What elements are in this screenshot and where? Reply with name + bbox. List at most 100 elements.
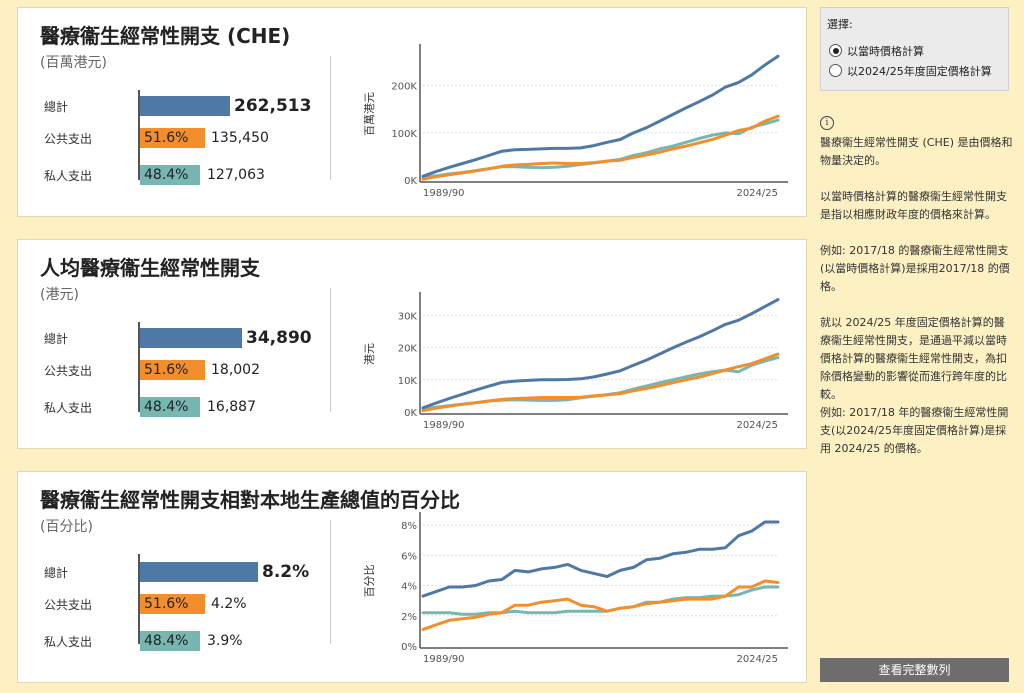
panel-title: 醫療衞生經常性開支 (CHE)	[40, 24, 291, 48]
series-line-total	[421, 54, 780, 178]
note-current-prices: 以當時價格計算的醫療衞生經常性開支是指以相應財政年度的價格來計算。	[820, 190, 1007, 221]
x-tick-label-last: 2024/25	[736, 420, 778, 431]
y-tick-label: 0K	[404, 408, 417, 419]
x-tick-label-first: 1989/90	[423, 420, 465, 431]
bar-label-private: 私人支出	[44, 401, 93, 415]
bar-total[interactable]	[140, 96, 230, 116]
series-line-public	[421, 579, 780, 631]
panel-unit: (百分比)	[40, 519, 93, 535]
bar-row-total[interactable]: 總計 34,890	[18, 326, 328, 350]
bar-value-public: 135,450	[211, 130, 269, 146]
y-tick-label: 10K	[398, 376, 418, 387]
radio-constant-prices[interactable]: 以2024/25年度固定價格計算	[829, 63, 1009, 79]
y-tick-label: 20K	[398, 344, 418, 355]
y-tick-label: 0%	[401, 642, 417, 653]
per-capita-line-chart[interactable]: 港元 0K 10K 20K 30K 1989/90 2024/25	[348, 292, 798, 436]
bar-row-private[interactable]: 私人支出 48.4% 16,887	[18, 395, 328, 419]
y-tick-label: 2%	[401, 612, 417, 623]
note-constant-example: 例如: 2017/18 年的醫療衞生經常性開支(以2024/25年度固定價格計算…	[820, 406, 1009, 455]
radio-label: 以2024/25年度固定價格計算	[847, 65, 992, 78]
bar-value-public: 18,002	[211, 362, 260, 378]
y-tick-label: 8%	[401, 521, 417, 532]
bar-public[interactable]	[140, 128, 205, 148]
bar-value-total: 8.2%	[262, 562, 310, 582]
x-tick-label-last: 2024/25	[736, 654, 778, 665]
panel-title: 人均醫療衞生經常性開支	[40, 256, 260, 280]
bar-axis	[138, 322, 140, 412]
bar-value-private: 16,887	[207, 399, 256, 415]
bar-row-public[interactable]: 公共支出 51.6% 18,002	[18, 358, 328, 382]
bar-public[interactable]	[140, 360, 205, 380]
divider	[330, 520, 331, 644]
bar-row-public[interactable]: 公共支出 51.6% 4.2%	[18, 592, 328, 616]
selector-title: 選擇:	[827, 18, 853, 31]
radio-unselected-icon[interactable]	[829, 64, 842, 77]
bar-private[interactable]	[140, 165, 200, 185]
series-line-private	[421, 118, 780, 179]
note-che-definition: 醫療衞生經常性開支 (CHE) 是由價格和物量決定的。	[820, 136, 1013, 167]
y-axis-label: 百萬港元	[363, 92, 376, 136]
bar-pct-public: 51.6%	[144, 362, 189, 378]
y-tick-label: 4%	[401, 582, 417, 593]
series-line-public	[421, 352, 780, 413]
info-icon: i	[820, 116, 834, 130]
radio-selected-icon[interactable]	[829, 44, 842, 57]
y-tick-label: 0K	[404, 176, 417, 187]
bar-value-total: 262,513	[234, 96, 312, 116]
y-tick-label: 6%	[401, 551, 417, 562]
bar-total[interactable]	[140, 328, 242, 348]
bar-pct-public: 51.6%	[144, 130, 189, 146]
bar-public[interactable]	[140, 594, 205, 614]
bar-row-public[interactable]: 公共支出 51.6% 135,450	[18, 126, 328, 150]
panel-unit: (百萬港元)	[40, 55, 107, 71]
panel-unit: (港元)	[40, 287, 79, 303]
price-basis-selector: 選擇: 以當時價格計算 以2024/25年度固定價格計算	[820, 7, 1009, 91]
bar-axis	[138, 90, 140, 180]
bar-label-total: 總計	[44, 100, 69, 114]
bar-row-private[interactable]: 私人支出 48.4% 3.9%	[18, 629, 328, 653]
bar-private[interactable]	[140, 397, 200, 417]
x-tick-label-last: 2024/25	[736, 188, 778, 199]
che-panel: 醫療衞生經常性開支 (CHE) (百萬港元) 總計 262,513 公共支出 5…	[17, 7, 807, 217]
y-tick-label: 200K	[391, 82, 417, 93]
bar-axis	[138, 554, 140, 644]
bar-pct-private: 48.4%	[144, 633, 189, 649]
y-tick-label: 30K	[398, 311, 418, 322]
series-line-total	[421, 520, 780, 598]
bar-label-total: 總計	[44, 332, 69, 346]
bar-row-total[interactable]: 總計 262,513	[18, 94, 328, 118]
x-tick-label-first: 1989/90	[423, 188, 465, 199]
bar-private[interactable]	[140, 631, 200, 651]
radio-label: 以當時價格計算	[847, 45, 924, 58]
y-tick-label: 100K	[391, 129, 417, 140]
che-line-chart[interactable]: 百萬港元 0K 100K 200K 1989/90 2024/25	[348, 44, 798, 204]
radio-current-prices[interactable]: 以當時價格計算	[829, 43, 1009, 59]
bar-label-public: 公共支出	[44, 598, 93, 612]
bar-label-private: 私人支出	[44, 169, 93, 183]
divider	[330, 56, 331, 180]
gdp-share-panel: 醫療衞生經常性開支相對本地生產總值的百分比 (百分比) 總計 8.2% 公共支出…	[17, 471, 807, 683]
divider	[330, 288, 331, 412]
bar-pct-private: 48.4%	[144, 167, 189, 183]
panel-title: 醫療衞生經常性開支相對本地生產總值的百分比	[40, 488, 460, 512]
breakdown-bars: 總計 8.2% 公共支出 51.6% 4.2% 私人支出 48.4% 3.9%	[18, 550, 328, 651]
bar-total[interactable]	[140, 562, 258, 582]
y-axis-label: 港元	[363, 343, 376, 365]
gdp-share-line-chart[interactable]: 百分比 0% 2% 4% 6% 8% 1989/90 2024/25	[348, 512, 798, 670]
bar-label-private: 私人支出	[44, 635, 93, 649]
bar-value-total: 34,890	[246, 328, 312, 348]
bar-row-private[interactable]: 私人支出 48.4% 127,063	[18, 163, 328, 187]
bar-pct-public: 51.6%	[144, 596, 189, 612]
bar-label-total: 總計	[44, 566, 69, 580]
bar-value-private: 3.9%	[207, 633, 243, 649]
breakdown-bars: 總計 262,513 公共支出 51.6% 135,450 私人支出 48.4%…	[18, 86, 328, 185]
bar-pct-private: 48.4%	[144, 399, 189, 415]
note-current-example: 例如: 2017/18 的醫療衞生經常性開支(以當時價格計算)是採用2017/1…	[820, 244, 1010, 293]
view-full-series-button[interactable]: 查看完整數列	[820, 658, 1009, 682]
breakdown-bars: 總計 34,890 公共支出 51.6% 18,002 私人支出 48.4% 1…	[18, 318, 328, 417]
per-capita-panel: 人均醫療衞生經常性開支 (港元) 總計 34,890 公共支出 51.6% 18…	[17, 239, 807, 449]
bar-row-total[interactable]: 總計 8.2%	[18, 560, 328, 584]
note-constant-prices: 就以 2024/25 年度固定價格計算的醫療衞生經常性開支，是通過平減以當時價格…	[820, 316, 1007, 401]
x-tick-label-first: 1989/90	[423, 654, 465, 665]
bar-label-public: 公共支出	[44, 132, 93, 146]
